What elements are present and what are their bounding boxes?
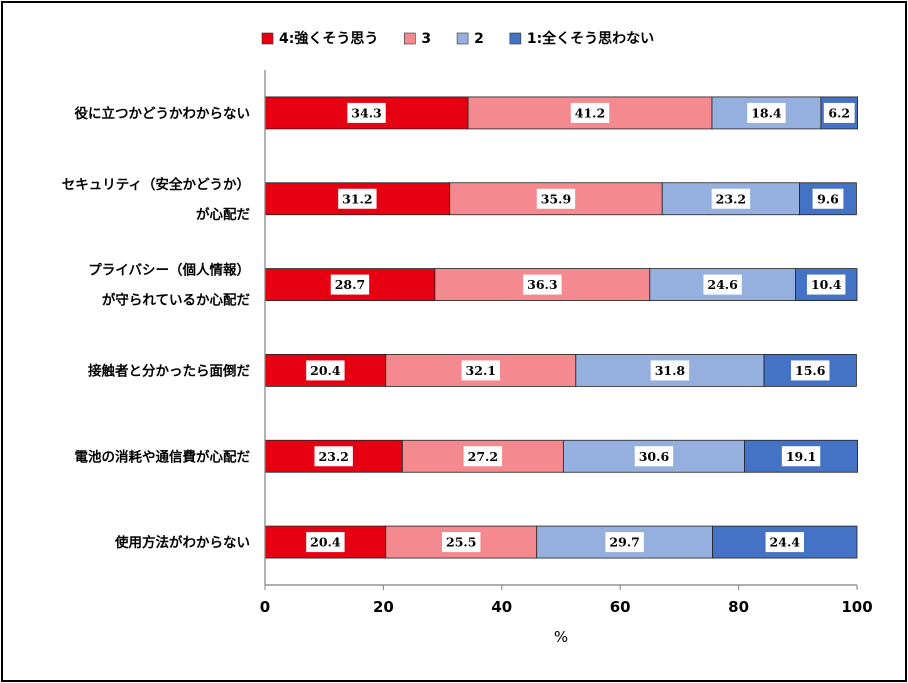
data-label: 25.5 [446,535,476,550]
data-label: 20.4 [310,535,341,550]
category-label: セキュリティ（安全かどうか）が心配だ [62,176,251,223]
bar-segment [649,268,796,301]
data-label: 23.2 [318,449,348,464]
data-label-box [338,188,377,209]
data-label-box [570,102,610,123]
bar-segment [264,439,403,473]
data-label: 18.4 [751,105,782,120]
legend-swatch [404,32,416,45]
data-label-box [711,188,751,209]
data-label-box [812,188,844,209]
data-label-box [306,360,345,381]
legend-label: 3 [421,31,431,47]
data-label-box [634,446,674,467]
category-label: 役に立つかどうかわからない [75,105,251,122]
legend-swatch [456,32,469,45]
data-label: 23.2 [716,191,746,206]
data-label: 27.2 [468,449,498,464]
data-label-box [314,446,353,467]
data-label-box [791,360,830,381]
x-tick-label: 20 [373,598,394,616]
category-label: プライバシー（個人情報）が守られているか心配だ [88,262,250,309]
data-label-box [461,360,500,381]
data-label: 9.6 [817,191,839,206]
data-label-box [330,274,370,295]
data-label: 36.3 [527,277,557,292]
data-label-box [442,532,481,553]
legend-swatch [261,32,274,45]
x-tick-label: 0 [260,598,270,616]
data-label: 31.8 [655,363,686,378]
x-tick-label: 100 [841,598,872,616]
legend-swatch [509,32,522,45]
data-label-box [306,532,345,553]
data-label: 35.9 [541,191,571,206]
x-tick-label: 60 [610,598,631,616]
data-label: 10.4 [811,277,842,292]
legend-label: 2 [474,31,484,47]
category-label: 電池の消耗や通信費が心配だ [75,448,251,465]
legend-label: 1:全くそう思わない [527,30,654,47]
x-axis-title: % [554,628,568,646]
data-label-box [747,102,786,123]
data-label-box [347,102,386,123]
data-label: 15.6 [795,363,826,378]
category-label: 接触者と分かったら面倒だ [88,362,250,379]
data-label-box [523,274,562,295]
data-label-box [605,532,644,553]
data-label-box [703,274,742,295]
data-label: 34.3 [351,105,381,120]
data-label-box [463,446,503,467]
data-label: 41.2 [575,105,605,120]
data-label-box [650,360,690,381]
data-label-box [536,188,576,209]
data-label: 29.7 [609,535,639,550]
data-label: 30.6 [639,449,670,464]
data-label: 20.4 [310,363,341,378]
x-tick-label: 80 [728,598,749,616]
data-label: 24.6 [707,277,738,292]
category-labels: 役に立つかどうかわからないセキュリティ（安全かどうか）が心配だプライバシー（個人… [62,105,251,551]
data-label-box [823,102,855,123]
data-label: 6.2 [828,105,850,120]
legend: 4:強くそう思う 3 2 1:全くそう思わない [261,30,654,47]
x-axis: 0 20 40 60 80 100 [260,70,873,616]
data-label-box [765,532,804,553]
data-label-box [807,274,846,295]
bar-segment [401,439,564,473]
bars: 34.3 41.2 18.4 6.2 31.2 35.9 23.2 9.6 28.7 36.3 24… [264,96,858,559]
legend-label: 4:強くそう思う [279,30,378,47]
data-label: 19.1 [786,449,816,464]
data-label: 28.7 [335,277,365,292]
x-tick-label: 40 [491,598,512,616]
data-label: 24.4 [770,535,801,550]
category-label: 使用方法がわからない [114,534,250,551]
data-label-box [781,446,821,467]
data-label: 32.1 [466,363,496,378]
data-label: 31.2 [342,191,372,206]
